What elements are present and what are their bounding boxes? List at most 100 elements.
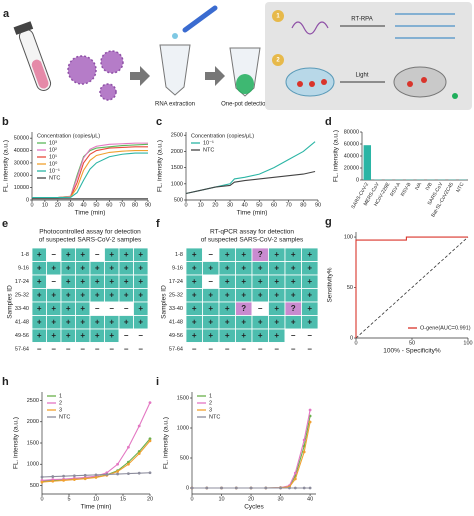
cell-symbol: +: [37, 317, 42, 326]
y-axis-title: Sensitivity%: [327, 267, 334, 302]
cell-symbol: +: [208, 317, 213, 326]
point: [116, 472, 119, 476]
panel-label: a: [3, 8, 10, 20]
row-label: 17-24: [169, 279, 183, 285]
cell-symbol: +: [124, 317, 129, 326]
row-label: 41-48: [15, 320, 29, 326]
cell-symbol: +: [80, 263, 85, 272]
row-label: 17-24: [15, 279, 29, 285]
cell-symbol: +: [66, 250, 71, 259]
point: [83, 477, 87, 481]
x-tick-label: 60: [271, 202, 277, 208]
row-label: 33-40: [15, 306, 29, 312]
cell-symbol: +: [192, 250, 197, 259]
legend-label: NTC: [209, 414, 220, 420]
row-label: 1-8: [175, 252, 183, 258]
x-tick-label: 90: [315, 202, 321, 208]
legend-title: Concentration (copies/μL): [37, 133, 100, 139]
cell-symbol: +: [192, 317, 197, 326]
cell-symbol: +: [307, 317, 312, 326]
y-axis-title: Samples ID: [161, 285, 168, 319]
point: [40, 475, 44, 479]
point: [40, 480, 44, 484]
x-tick-label: NTC: [455, 181, 466, 193]
cell-symbol: –: [209, 344, 214, 353]
cell-symbol: –: [81, 344, 86, 353]
cell-symbol: –: [124, 344, 129, 353]
chart-title: RT-qPCR assay for detection: [210, 229, 294, 236]
row-label: 57-64: [169, 347, 183, 353]
point: [94, 476, 98, 479]
y-tick-label: 0: [350, 335, 353, 341]
y-tick-label: 50: [347, 285, 353, 291]
cell-symbol: +: [258, 290, 263, 299]
cell-symbol: +: [225, 304, 230, 313]
cell-symbol: +: [208, 304, 213, 313]
chart-title: of suspected SARS-CoV-2 samples: [201, 237, 304, 244]
cell-symbol: +: [80, 290, 85, 299]
cell-symbol: –: [258, 304, 263, 313]
y-tick-label: 50000: [14, 136, 29, 142]
cell-symbol: –: [110, 344, 115, 353]
bar: [363, 145, 372, 180]
cell-symbol: +: [307, 304, 312, 313]
cell-symbol: +: [291, 263, 296, 272]
cell-symbol: +: [241, 290, 246, 299]
panel-label: e: [2, 218, 8, 230]
row-label: 41-48: [169, 320, 183, 326]
cell-symbol: +: [138, 250, 143, 259]
step-badge: [272, 10, 284, 22]
cell-symbol: +: [192, 331, 197, 340]
point: [137, 424, 141, 428]
cell-symbol: +: [95, 290, 100, 299]
cell-symbol: +: [241, 331, 246, 340]
cell-symbol: ?: [258, 250, 263, 259]
point: [73, 474, 76, 478]
legend-label: 10²: [49, 147, 57, 153]
x-tick-label: 10: [42, 202, 48, 208]
legend-label: O-gene(AUC=0.991): [420, 325, 471, 331]
cell-symbol: –: [291, 331, 296, 340]
point: [234, 486, 238, 490]
x-tick-label: 70: [119, 202, 125, 208]
series-line: [192, 415, 311, 489]
virus-particles: [67, 50, 124, 101]
cell-symbol: –: [66, 344, 71, 353]
cell-symbol: +: [241, 277, 246, 286]
cell-symbol: +: [291, 317, 296, 326]
sample-tube: [13, 21, 52, 91]
row-label: 33-40: [169, 306, 183, 312]
x-axis-title: Time (min): [75, 210, 106, 217]
cell-symbol: –: [124, 331, 129, 340]
cell-symbol: –: [124, 304, 129, 313]
x-tick-label: 20: [248, 496, 254, 502]
cell-symbol: +: [138, 304, 143, 313]
point: [308, 408, 312, 412]
point: [220, 486, 223, 490]
point: [73, 478, 76, 481]
x-tick-label: 80: [300, 202, 306, 208]
point: [205, 486, 209, 490]
point: [148, 401, 152, 405]
y-tick-label: 1500: [171, 165, 183, 171]
cell-symbol: +: [274, 250, 279, 259]
x-tick-label: IVA: [414, 181, 423, 191]
y-tick-label: 10000: [14, 185, 29, 191]
point: [105, 473, 109, 476]
y-tick-label: 2500: [171, 133, 183, 139]
cell-symbol: +: [208, 263, 213, 272]
point: [126, 445, 130, 449]
x-tick-label: 0: [30, 202, 33, 208]
cell-symbol: +: [80, 304, 85, 313]
cell-symbol: +: [37, 263, 42, 272]
series-line: [192, 409, 311, 489]
row-label: 57-64: [15, 347, 29, 353]
x-tick-label: 90: [145, 202, 151, 208]
cell-symbol: –: [275, 344, 280, 353]
cell-symbol: +: [192, 290, 197, 299]
cell-symbol: +: [138, 277, 143, 286]
rna-strand: [291, 21, 329, 35]
cell-symbol: +: [37, 250, 42, 259]
panel-label: c: [156, 116, 162, 128]
legend-label: 10⁰: [49, 160, 58, 167]
